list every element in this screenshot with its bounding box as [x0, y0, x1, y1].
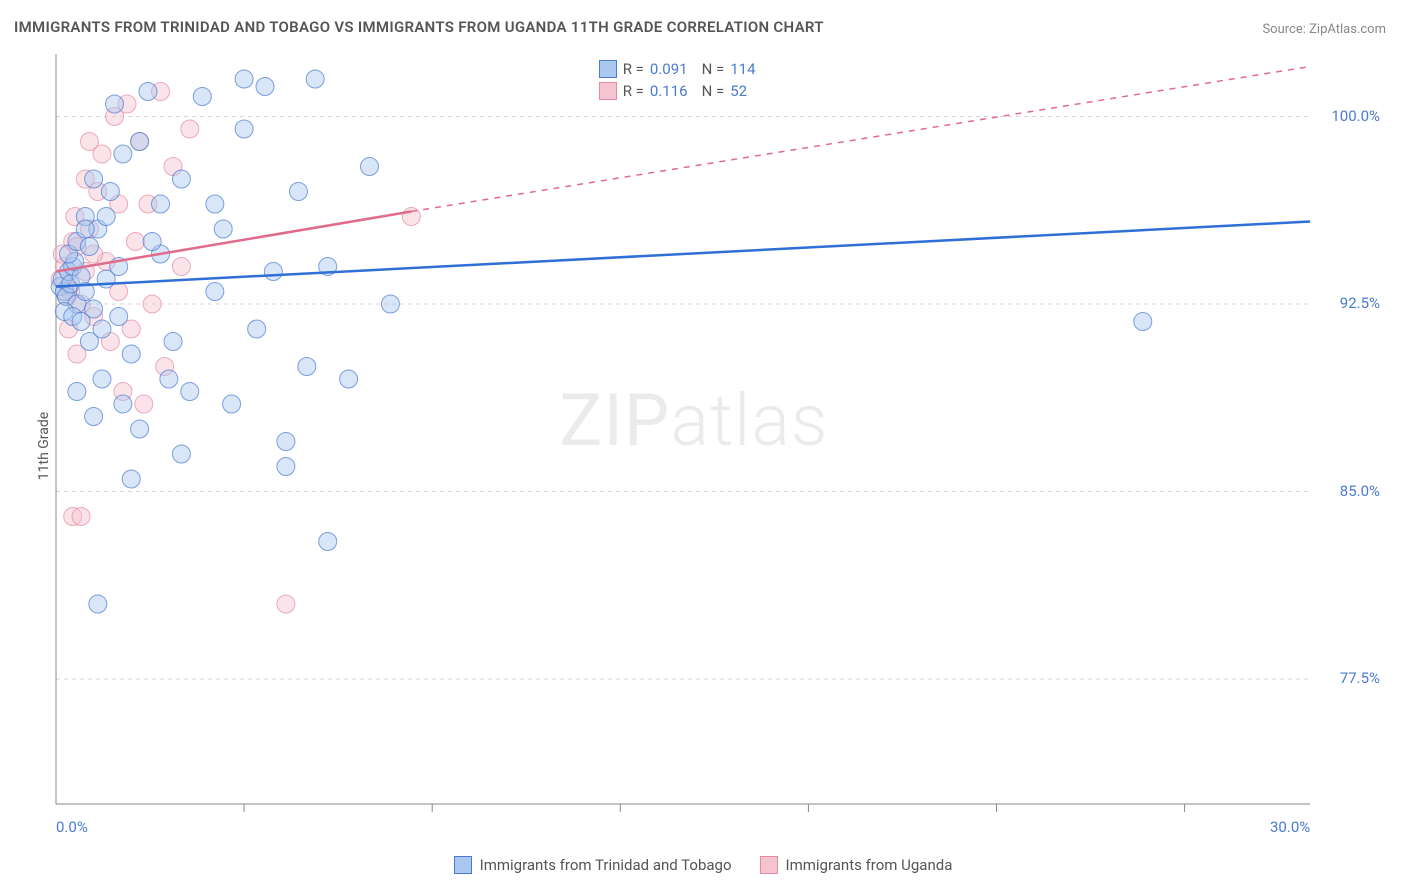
stats-panel: R = 0.091 N = 114 R = 0.116 N = 52 — [593, 54, 762, 106]
legend-label: Immigrants from Uganda — [786, 856, 953, 874]
x-tick-label: 30.0% — [1270, 818, 1310, 836]
plot-area: ZIPatlas R = 0.091 N = 114 R = 0.116 N =… — [50, 50, 1390, 832]
scatter-chart — [50, 50, 1390, 832]
stats-row: R = 0.116 N = 52 — [599, 80, 756, 102]
legend-swatch-icon — [760, 856, 778, 874]
legend-swatch-icon — [454, 856, 472, 874]
x-tick-label: 0.0% — [56, 818, 88, 836]
y-tick-label: 85.0% — [1340, 482, 1380, 500]
series-legend: Immigrants from Trinidad and Tobago Immi… — [0, 856, 1406, 874]
legend-item: Immigrants from Uganda — [760, 856, 953, 874]
stats-row: R = 0.091 N = 114 — [599, 58, 756, 80]
legend-item: Immigrants from Trinidad and Tobago — [454, 856, 732, 874]
source-attribution: Source: ZipAtlas.com — [1262, 22, 1386, 37]
source-link[interactable]: ZipAtlas.com — [1309, 22, 1386, 37]
chart-container: IMMIGRANTS FROM TRINIDAD AND TOBAGO VS I… — [0, 0, 1406, 892]
y-tick-label: 77.5% — [1340, 669, 1380, 687]
chart-title: IMMIGRANTS FROM TRINIDAD AND TOBAGO VS I… — [14, 18, 824, 36]
legend-swatch-icon — [599, 82, 617, 100]
legend-swatch-icon — [599, 60, 617, 78]
legend-label: Immigrants from Trinidad and Tobago — [480, 856, 732, 874]
y-tick-label: 100.0% — [1331, 107, 1380, 125]
source-label: Source: — [1262, 22, 1305, 37]
y-tick-label: 92.5% — [1340, 294, 1380, 312]
